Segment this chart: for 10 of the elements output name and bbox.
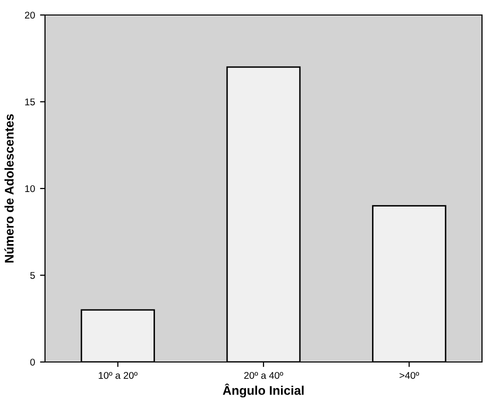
x-tick-label: 10º a 20º xyxy=(98,372,138,379)
x-axis-title: Ângulo Inicial xyxy=(222,384,304,398)
x-tick-label: 20º a 40º xyxy=(244,372,284,379)
y-tick-label: 0 xyxy=(30,358,35,366)
y-tick-label: 5 xyxy=(30,272,35,279)
y-tick-label: 10 xyxy=(25,185,35,192)
y-tick-label: 20 xyxy=(24,12,35,19)
y-axis-title: Número de Adolescentes xyxy=(4,114,14,262)
x-tick-label: >40º xyxy=(400,372,420,379)
y-tick-label: 15 xyxy=(25,98,35,106)
